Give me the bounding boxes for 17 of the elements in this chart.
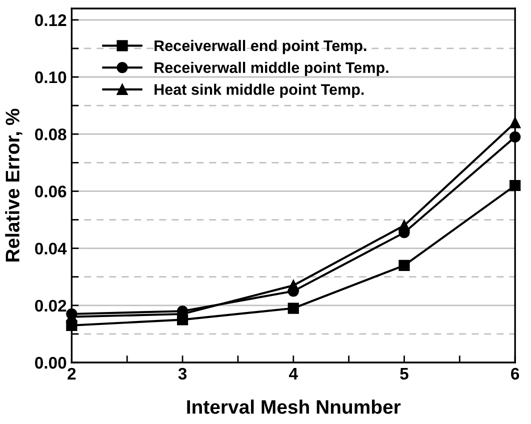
legend-label: Receiverwall middle point Temp. bbox=[154, 62, 388, 76]
x-tick-label: 3 bbox=[178, 368, 187, 380]
legend-label: Heat sink middle point Temp. bbox=[154, 84, 364, 98]
legend-label: Receiverwall end point Temp. bbox=[154, 40, 366, 54]
y-tick-label: 0.00 bbox=[35, 356, 66, 369]
y-axis-title: Relative Error, % bbox=[5, 108, 22, 262]
y-tick-label: 0.04 bbox=[35, 242, 67, 255]
y-tick-label: 0.12 bbox=[35, 14, 66, 26]
x-tick-label: 6 bbox=[511, 368, 520, 380]
y-tick-label: 0.06 bbox=[35, 186, 66, 198]
y-tick-label: 0.08 bbox=[35, 128, 66, 140]
x-tick-label: 2 bbox=[68, 368, 76, 380]
y-tick-label: 0.02 bbox=[35, 300, 66, 312]
x-axis-title: Interval Mesh Nnumber bbox=[187, 400, 401, 414]
x-tick-label: 5 bbox=[400, 368, 408, 380]
x-tick-label: 4 bbox=[288, 368, 298, 380]
y-tick-label: 0.10 bbox=[35, 71, 66, 84]
